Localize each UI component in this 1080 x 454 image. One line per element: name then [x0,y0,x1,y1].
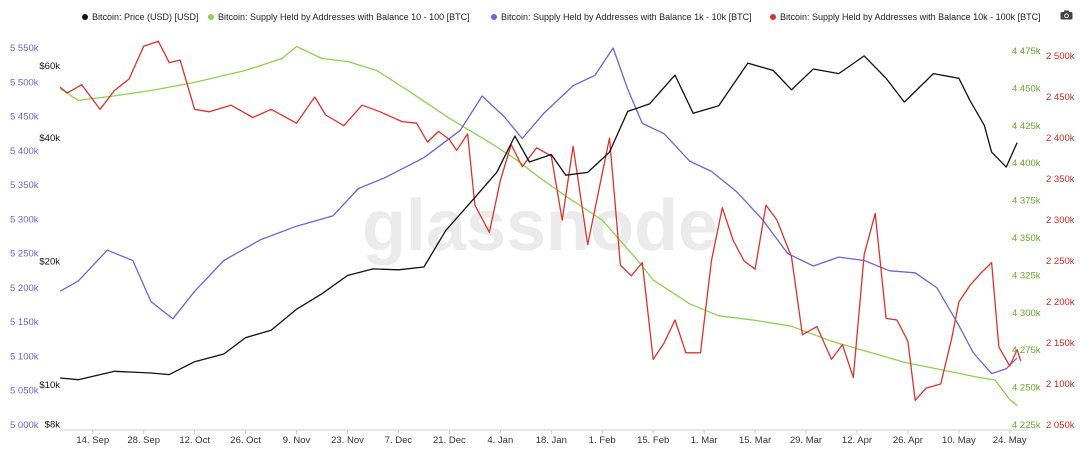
y-tick-label-1k-10k: 5 250k [10,249,39,260]
x-tick-label: 21. Dec [433,435,466,446]
y-tick-label-10-100: 4 475k [1012,46,1041,57]
y-tick-label-1k-10k: 5 100k [10,351,39,362]
y-tick-label-price: $20k [39,257,60,268]
y-tick-label-1k-10k: 5 500k [10,77,39,88]
x-tick-label: 12. Oct [179,435,210,446]
legend-swatch-price [82,14,88,20]
x-tick-label: 28. Sep [127,435,160,446]
y-tick-label-10k-100k: 2 350k [1046,174,1075,185]
y-tick-label-10k-100k: 2 200k [1046,297,1075,308]
y-tick-label-price: $40k [39,133,60,144]
x-tick-label: 24. May [993,435,1027,446]
y-tick-label-10k-100k: 2 500k [1046,51,1075,62]
x-tick-label: 12. Apr [842,435,872,446]
y-tick-label-10-100: 4 300k [1012,308,1041,319]
y-tick-label-price: $8k [45,420,61,431]
legend-swatch-1k-10k [491,14,497,20]
legend-label-10-100: Bitcoin: Supply Held by Addresses with B… [218,12,470,22]
y-tick-label-10k-100k: 2 450k [1046,92,1075,103]
x-tick-label: 10. May [942,435,976,446]
legend-item-price[interactable]: Bitcoin: Price (USD) [USD] [82,12,199,22]
x-tick-label: 14. Sep [76,435,109,446]
y-tick-label-10k-100k: 2 150k [1046,338,1075,349]
y-tick-label-10-100: 4 450k [1012,83,1041,94]
x-tick-label: 15. Feb [637,435,669,446]
y-tick-label-10-100: 4 375k [1012,196,1041,207]
y-tick-label-10-100: 4 250k [1012,383,1041,394]
y-tick-label-price: $10k [39,380,60,391]
x-tick-label: 26. Oct [230,435,261,446]
x-tick-label: 9. Nov [283,435,311,446]
y-tick-label-10-100: 4 275k [1012,345,1041,356]
y-tick-label-1k-10k: 5 400k [10,146,39,157]
y-tick-label-10k-100k: 2 050k [1046,420,1075,431]
chart-legend: Bitcoin: Price (USD) [USD] Bitcoin: Supp… [0,9,1080,27]
y-tick-label-10-100: 4 400k [1012,158,1041,169]
legend-label-price: Bitcoin: Price (USD) [USD] [92,12,199,22]
y-tick-label-10k-100k: 2 100k [1046,379,1075,390]
y-tick-label-10-100: 4 425k [1012,121,1041,132]
series-line-10-100 [59,45,1018,407]
legend-swatch-10k-100k [770,14,776,20]
x-tick-label: 1. Feb [589,435,616,446]
y-tick-label-10-100: 4 325k [1012,270,1041,281]
y-tick-label-10-100: 4 225k [1012,420,1041,431]
y-tick-label-1k-10k: 5 000k [10,420,39,431]
y-tick-label-10-100: 4 350k [1012,233,1041,244]
y-tick-label-1k-10k: 5 300k [10,214,39,225]
camera-icon[interactable] [1060,10,1073,20]
watermark: glassnode [362,186,718,266]
series-line-10k-100k [59,40,1022,402]
left-axis-price: $8k $10k $20k $40k $60k [39,61,60,431]
right-axis-10-100: 4 225k 4 250k 4 275k 4 300k 4 325k 4 350k 4 37… [1012,46,1041,431]
x-tick-label: 4. Jan [487,435,513,446]
y-tick-label-price: $60k [39,61,60,72]
y-tick-label-1k-10k: 5 200k [10,283,39,294]
x-tick-label: 18. Jan [536,435,567,446]
legend-item-10-100[interactable]: Bitcoin: Supply Held by Addresses with B… [208,12,470,22]
right-axis-10k-100k: 2 050k 2 100k 2 150k 2 200k 2 250k 2 300k 2 35… [1046,51,1075,431]
y-tick-label-1k-10k: 5 450k [10,112,39,123]
x-tick-label: 7. Dec [385,435,413,446]
series-line-price [59,55,1018,381]
x-tick-label: 23. Nov [331,435,364,446]
x-tick-label: 26. Apr [893,435,923,446]
series-layer [59,40,1022,407]
y-tick-label-10k-100k: 2 400k [1046,133,1075,144]
legend-label-10k-100k: Bitcoin: Supply Held by Addresses with B… [780,12,1041,22]
x-tick-label: 15. Mar [739,435,771,446]
left-axis-1k-10k: 5 000k 5 050k 5 100k 5 150k 5 200k 5 250k 5 30… [10,43,39,431]
y-tick-label-1k-10k: 5 350k [10,180,39,191]
legend-item-10k-100k[interactable]: Bitcoin: Supply Held by Addresses with B… [770,12,1041,22]
x-axis: 14. Sep 28. Sep 12. Oct 26. Oct 9. Nov 23. No… [76,430,1027,446]
x-tick-label: 1. Mar [691,435,718,446]
x-tick-label: 29. Mar [790,435,822,446]
y-tick-label-10k-100k: 2 300k [1046,215,1075,226]
y-tick-label-1k-10k: 5 050k [10,386,39,397]
series-line-1k-10k [59,47,1018,375]
legend-item-1k-10k[interactable]: Bitcoin: Supply Held by Addresses with B… [491,12,752,22]
y-tick-label-1k-10k: 5 550k [10,43,39,54]
legend-label-1k-10k: Bitcoin: Supply Held by Addresses with B… [501,12,752,22]
legend-swatch-10-100 [208,14,214,20]
y-tick-label-1k-10k: 5 150k [10,317,39,328]
y-tick-label-10k-100k: 2 250k [1046,256,1075,267]
